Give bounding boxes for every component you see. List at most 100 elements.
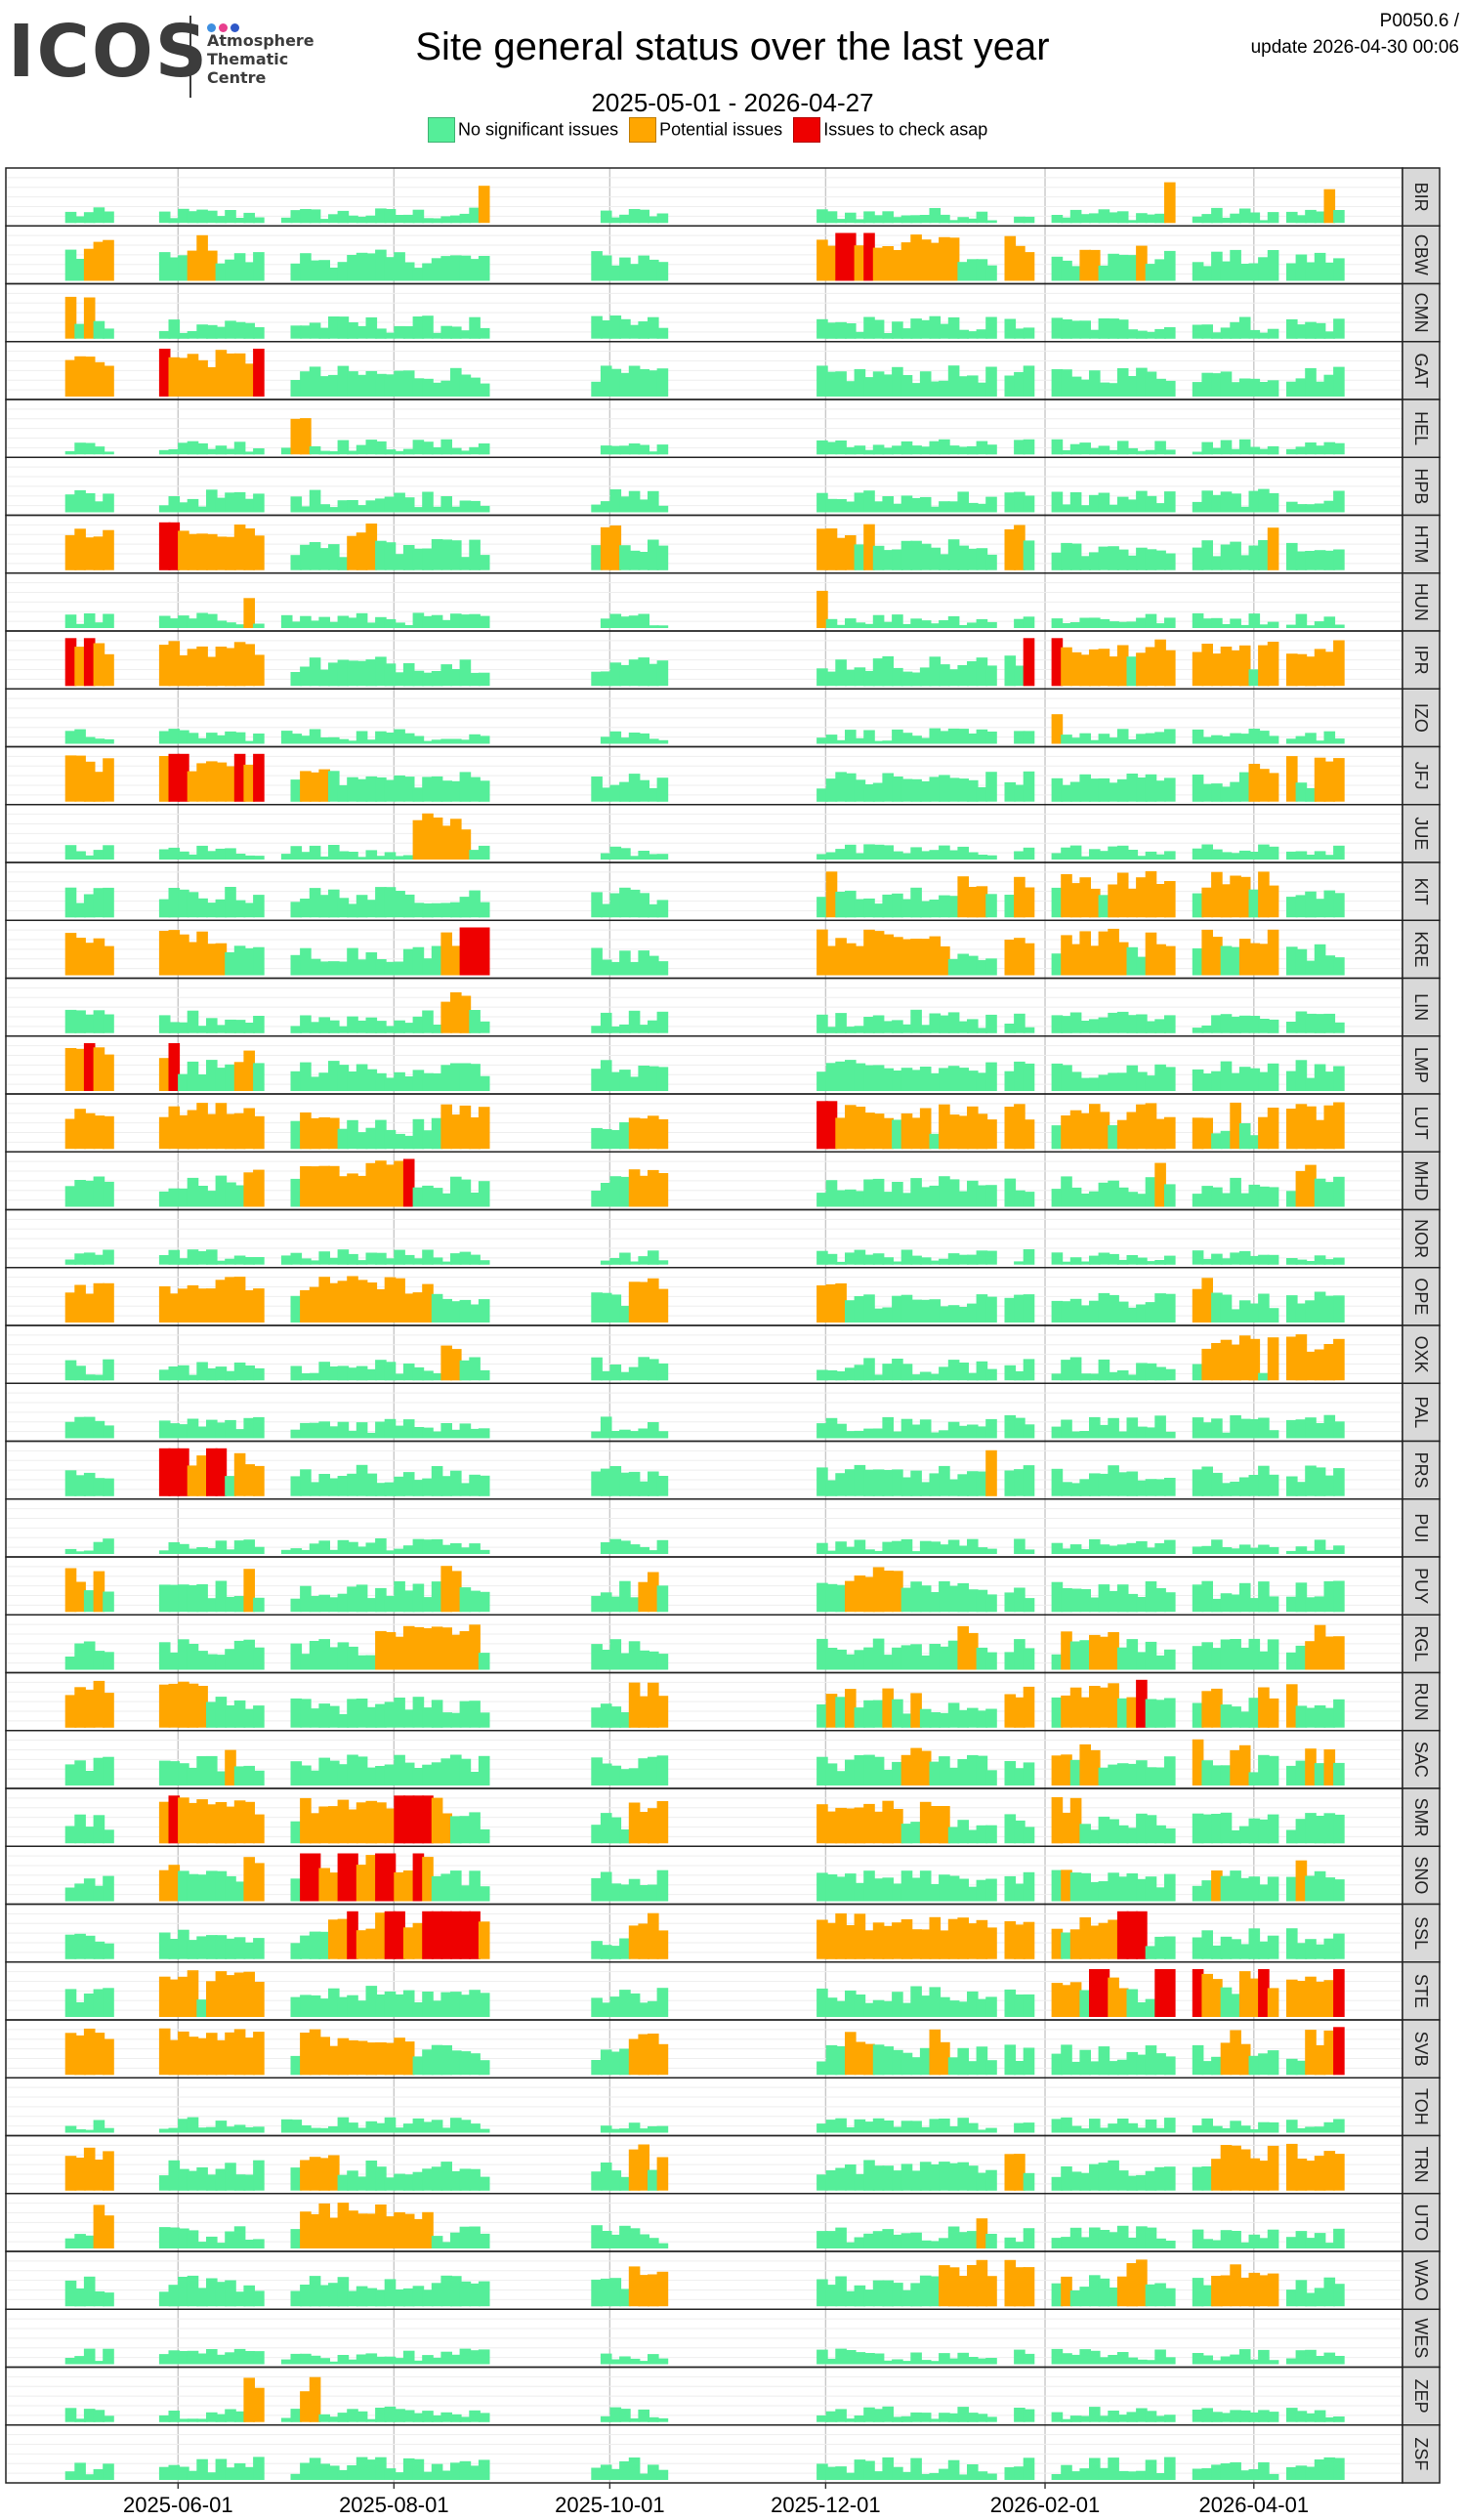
status-bar	[103, 1875, 114, 1902]
status-bar	[1192, 2044, 1204, 2076]
status-bar	[103, 845, 114, 860]
status-bar	[158, 1976, 171, 2017]
status-bar	[83, 2147, 96, 2191]
status-bar	[375, 1630, 387, 1670]
status-bar	[1333, 1545, 1345, 1554]
status-bar	[1079, 214, 1091, 224]
status-bar	[103, 211, 114, 224]
status-bar	[957, 2474, 969, 2480]
status-bar	[835, 1473, 847, 1496]
status-bar	[1323, 2457, 1336, 2480]
status-bar	[384, 2042, 397, 2076]
chart-subtitle: 2025-05-01 - 2026-04-27	[591, 88, 874, 117]
status-bar	[1014, 1768, 1026, 1785]
status-bar	[1248, 329, 1261, 339]
status-bar	[816, 492, 828, 513]
status-bar	[1108, 2355, 1119, 2365]
status-bar	[929, 1644, 942, 1670]
status-bar	[929, 656, 942, 687]
status-bar	[347, 215, 358, 224]
status-bar	[1069, 1588, 1082, 1613]
status-bar	[83, 1252, 96, 1265]
status-bar	[459, 1105, 472, 1150]
status-bar	[1098, 445, 1110, 455]
status-bar	[863, 1113, 875, 1150]
status-bar	[1145, 733, 1157, 744]
status-bar	[919, 496, 932, 513]
status-bar	[929, 208, 942, 224]
status-bar	[1238, 1335, 1251, 1381]
status-bar	[1258, 769, 1270, 802]
status-bar	[290, 1996, 303, 2017]
status-bar	[1333, 1636, 1345, 1670]
status-bar	[910, 2412, 922, 2422]
status-bar	[215, 2168, 228, 2191]
status-bar	[103, 2348, 114, 2365]
status-bar	[1295, 653, 1308, 687]
status-bar	[872, 844, 885, 860]
status-bar	[402, 1625, 415, 1670]
status-bar	[1323, 2030, 1336, 2076]
status-bar	[168, 522, 181, 570]
status-bar	[939, 439, 950, 455]
status-bar	[1145, 2459, 1157, 2480]
status-bar	[93, 1282, 105, 1323]
site-label: CMN	[1411, 293, 1431, 333]
status-bar	[1230, 1706, 1241, 1728]
status-bar	[394, 2037, 405, 2076]
status-bar	[178, 851, 189, 860]
status-bar	[882, 1925, 894, 1959]
status-bar	[892, 777, 903, 802]
version-info: P0050.6 / update 2026-04-30 00:06	[1251, 8, 1459, 61]
status-bar	[854, 219, 866, 224]
status-bar	[233, 2462, 246, 2480]
status-bar	[947, 2459, 960, 2480]
status-bar	[356, 1699, 368, 1728]
status-bar	[290, 380, 303, 397]
status-bar	[1014, 2349, 1026, 2365]
status-bar	[1136, 1071, 1148, 1091]
status-bar	[1145, 647, 1157, 687]
status-bar	[1136, 490, 1148, 513]
status-bar	[591, 1431, 603, 1439]
status-bar	[356, 532, 368, 570]
status-bar	[440, 439, 452, 455]
status-bar	[976, 1998, 988, 2017]
status-bar	[243, 1801, 255, 1844]
status-bar	[648, 854, 659, 860]
status-bar	[816, 1704, 828, 1728]
status-bar	[1069, 1257, 1082, 1265]
status-bar	[337, 2277, 350, 2307]
status-bar	[939, 236, 950, 281]
status-bar	[187, 2117, 199, 2133]
status-bar	[910, 1070, 922, 1091]
status-bar	[1079, 931, 1091, 976]
status-bar	[93, 2033, 105, 2076]
status-bar	[478, 1428, 490, 1439]
site-label: SVB	[1411, 2032, 1431, 2067]
status-bar	[1126, 1542, 1139, 1554]
status-bar	[967, 1538, 979, 1554]
status-bar	[656, 262, 669, 281]
status-bar	[1314, 2044, 1326, 2076]
status-bar	[83, 1550, 96, 1554]
status-bar	[976, 2358, 988, 2365]
status-bar	[300, 2160, 312, 2191]
status-bar	[947, 1179, 960, 1207]
status-bar	[253, 1016, 265, 1033]
status-bar	[1154, 1936, 1166, 1959]
status-bar	[347, 1853, 358, 1902]
status-bar	[628, 1261, 641, 1265]
status-bar	[1295, 1546, 1308, 1554]
status-bar	[1230, 1829, 1241, 1844]
status-bar	[854, 331, 866, 339]
status-bar	[394, 1278, 405, 1323]
status-bar	[83, 357, 96, 397]
status-bar	[619, 2225, 631, 2248]
status-bar	[178, 1448, 189, 1496]
status-bar	[947, 1305, 960, 1323]
status-bar	[910, 2232, 922, 2248]
status-bar	[638, 2473, 649, 2480]
status-bar	[957, 778, 969, 802]
status-bar	[854, 492, 866, 513]
